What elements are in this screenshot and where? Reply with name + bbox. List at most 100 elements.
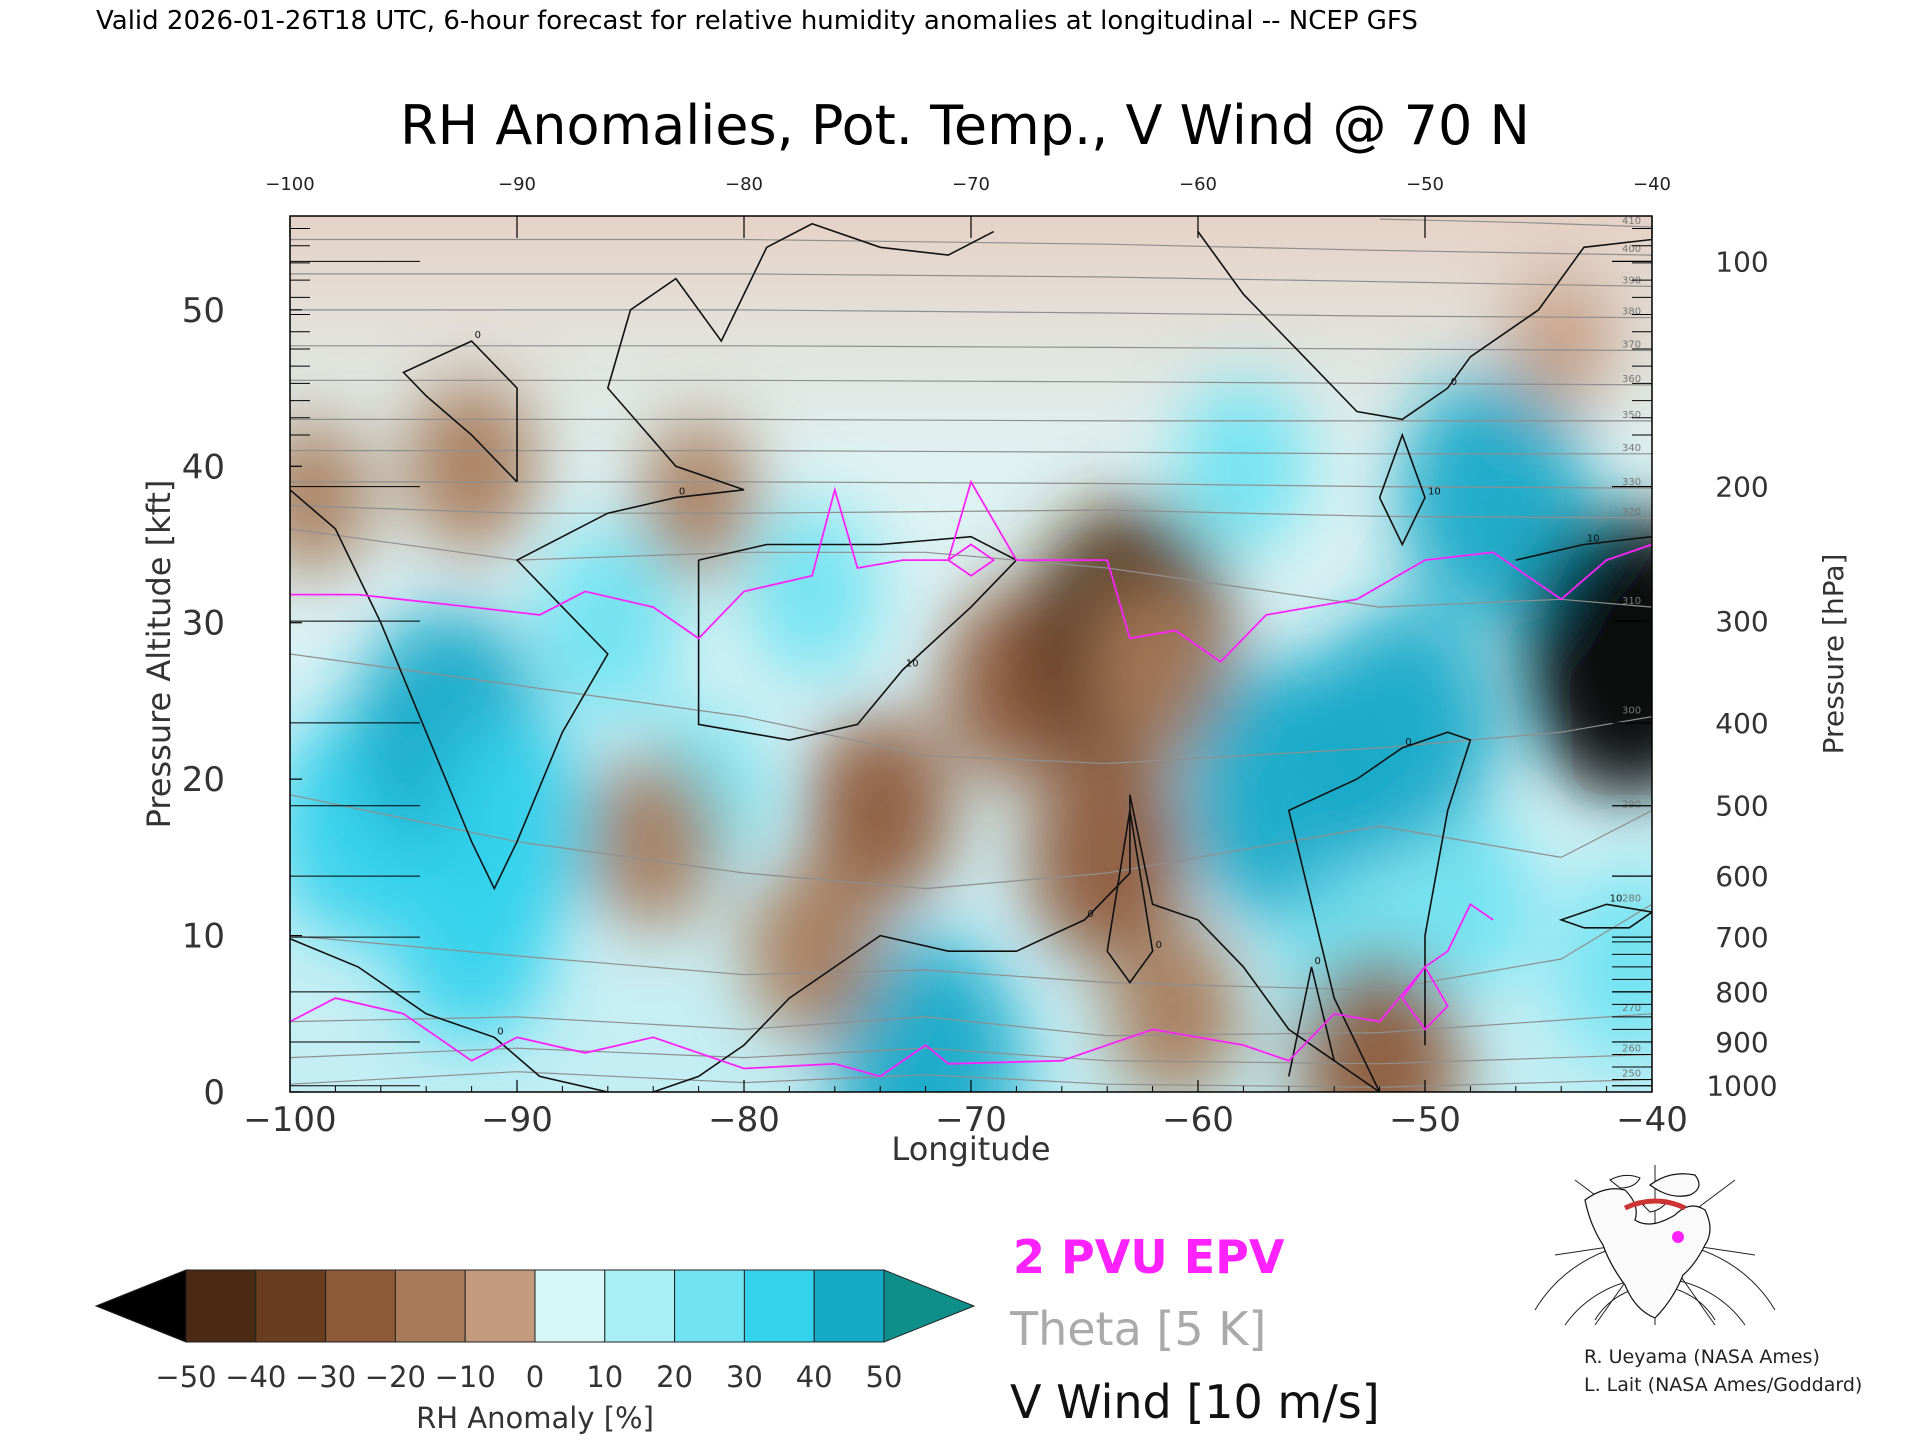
x-tick-label: −50: [1389, 1100, 1461, 1140]
theta-contour-label: 380: [1622, 307, 1641, 318]
rh-anomaly-cell: [1177, 379, 1310, 554]
y-tick-label: 50: [182, 291, 225, 331]
north-america-polar-map-icon: [1535, 1160, 1775, 1325]
y-axis-left: 0 10 20 30 40 50: [182, 291, 302, 1113]
vwind-contour-label: 0: [1451, 377, 1457, 388]
vwind-contour-label: 0: [1156, 940, 1162, 951]
colorbar-box: [326, 1270, 396, 1342]
colorbar-box: [535, 1270, 605, 1342]
credit-line-2: L. Lait (NASA Ames/Goddard): [1584, 1374, 1862, 1396]
pressure-tick-label: 100: [1715, 245, 1768, 278]
colorbar-box: [395, 1270, 465, 1342]
colorbar-tick-label: 50: [866, 1360, 903, 1394]
vwind-contour-label: 10: [906, 659, 919, 670]
y-tick-label: 30: [182, 604, 225, 644]
colorbar-box: [465, 1270, 535, 1342]
plot-area: 2502602702802903003103203303403503603703…: [253, 216, 1738, 1186]
y-axis-right-label: Pressure [hPa]: [1817, 554, 1850, 755]
vwind-contour-label: 0: [1405, 737, 1411, 748]
theta-contour-label: 340: [1622, 443, 1641, 454]
legend: 2 PVU EPV Theta [5 K] V Wind [10 m/s]: [1009, 1230, 1380, 1429]
x-top-tick-label: −70: [952, 174, 990, 195]
colorbar-box: [744, 1270, 814, 1342]
colorbar-tick-label: 0: [526, 1360, 544, 1394]
colorbar-tick-label: 10: [586, 1360, 623, 1394]
theta-contour-label: 260: [1622, 1043, 1641, 1054]
theta-contour-label: 410: [1622, 216, 1641, 227]
rh-anomaly-cell: [253, 419, 372, 575]
rh-anomaly-cell: [405, 379, 538, 554]
theta-contour-label: 320: [1622, 507, 1641, 518]
x-tick-label: −80: [708, 1100, 780, 1140]
y-axis-right-pressure: 100 200 300 400 500 600 700 800 900 1000: [1706, 245, 1777, 1102]
colorbar-tick-labels: −50 −40 −30 −20 −10 0 10 20 30 40 50: [155, 1360, 902, 1394]
y-tick-label: 0: [203, 1073, 225, 1113]
colorbar-tick-label: −30: [295, 1360, 356, 1394]
vwind-contour-label: 10: [1610, 893, 1623, 904]
colorbar-under-arrow: [96, 1270, 186, 1342]
vwind-contour-label: 0: [679, 487, 685, 498]
colorbar-box: [675, 1270, 745, 1342]
y-axis-left-label: Pressure Altitude [kft]: [140, 480, 178, 829]
y-tick-label: 10: [182, 917, 225, 957]
colorbar-tick-label: 30: [726, 1360, 763, 1394]
colorbar-tick-label: −10: [435, 1360, 496, 1394]
theta-contour-label: 300: [1622, 706, 1641, 717]
theta-contour-label: 350: [1622, 410, 1641, 421]
theta-contour-label: 290: [1622, 799, 1641, 810]
colorbar-tick-label: −40: [225, 1360, 286, 1394]
colorbar-box: [814, 1270, 884, 1342]
vwind-contour-label: 10: [1587, 534, 1600, 545]
credit-line-1: R. Ueyama (NASA Ames): [1584, 1346, 1820, 1368]
rh-anomaly-cell: [746, 504, 879, 679]
vwind-contour-label: 0: [475, 330, 481, 341]
theta-contour-label: 250: [1622, 1068, 1641, 1079]
colorbar: −50 −40 −30 −20 −10 0 10 20 30 40 50 RH Anomaly [%…: [96, 1270, 974, 1435]
rh-anomaly-cell: [1109, 926, 1242, 1101]
legend-theta: Theta [5 K]: [1009, 1302, 1266, 1356]
pressure-tick-label: 300: [1715, 605, 1768, 638]
pressure-tick-label: 700: [1715, 921, 1768, 954]
x-axis-label: Longitude: [891, 1130, 1050, 1168]
x-top-tick-label: −50: [1406, 174, 1444, 195]
valid-line: Valid 2026-01-26T18 UTC, 6-hour forecast…: [96, 6, 1418, 36]
pressure-tick-label: 500: [1715, 790, 1768, 823]
colorbar-boxes: [96, 1270, 974, 1342]
colorbar-tick-label: −50: [155, 1360, 216, 1394]
x-tick-label: −100: [243, 1100, 336, 1140]
vwind-contour-label: 0: [1088, 909, 1094, 920]
rh-anomaly-cell: [436, 720, 598, 933]
legend-epv: 2 PVU EPV: [1013, 1230, 1285, 1284]
y-tick-label: 20: [182, 760, 225, 800]
colorbar-box: [605, 1270, 675, 1342]
x-tick-label: −90: [481, 1100, 553, 1140]
theta-contour-label: 390: [1622, 275, 1641, 286]
vwind-contour-label: 10: [1428, 487, 1441, 498]
colorbar-tick-label: 20: [656, 1360, 693, 1394]
x-top-tick-label: −60: [1179, 174, 1217, 195]
legend-vwind: V Wind [10 m/s]: [1010, 1375, 1380, 1429]
x-top-tick-label: −80: [725, 174, 763, 195]
y-tick-label: 40: [182, 447, 225, 487]
pressure-tick-label: 1000: [1706, 1070, 1777, 1103]
pressure-tick-label: 400: [1715, 707, 1768, 740]
pressure-tick-label: 200: [1715, 471, 1768, 504]
colorbar-tick-label: 40: [796, 1360, 833, 1394]
x-tick-label: −40: [1616, 1100, 1688, 1140]
colorbar-over-arrow: [884, 1270, 974, 1342]
x-top-tick-label: −100: [265, 174, 314, 195]
pressure-tick-label: 900: [1715, 1026, 1768, 1059]
rh-anomaly-cell: [1520, 510, 1739, 798]
chart-title: RH Anomalies, Pot. Temp., V Wind @ 70 N: [400, 94, 1530, 157]
colorbar-label: RH Anomaly [%]: [416, 1401, 654, 1435]
pressure-tick-label: 800: [1715, 976, 1768, 1009]
x-top-tick-label: −40: [1633, 174, 1671, 195]
colorbar-box: [186, 1270, 256, 1342]
vwind-contour-label: 0: [497, 1026, 503, 1037]
vwind-contour-label: 0: [1315, 956, 1321, 967]
x-tick-label: −60: [1162, 1100, 1234, 1140]
x-top-tick-label: −90: [498, 174, 536, 195]
pressure-tick-label: 600: [1715, 860, 1768, 893]
